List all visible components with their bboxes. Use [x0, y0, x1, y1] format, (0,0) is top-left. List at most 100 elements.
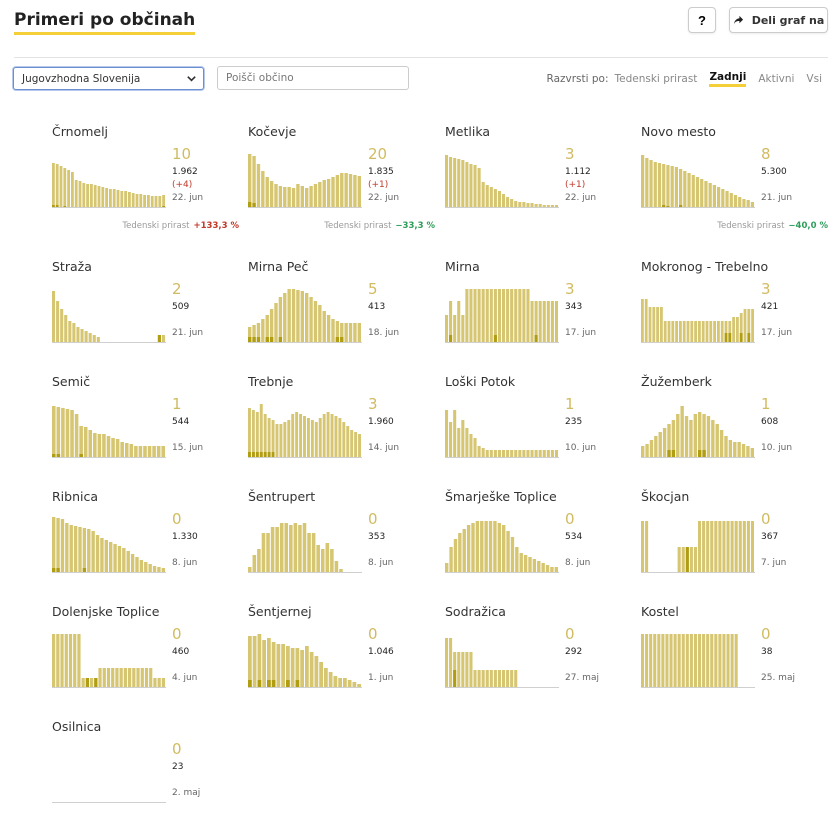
bar: [248, 327, 252, 343]
bar: [300, 650, 304, 688]
municipality-name: Metlika: [445, 124, 491, 139]
sort-option-vsi[interactable]: Vsi: [806, 73, 822, 85]
total-count: 343: [565, 302, 583, 312]
municipality-card[interactable]: Škocjan 0 367 7. jun: [641, 489, 821, 604]
bar: [502, 194, 506, 208]
municipality-name: Straža: [52, 259, 92, 274]
bar: [691, 175, 695, 208]
bar: [469, 434, 473, 458]
bar: [347, 680, 352, 688]
total-count: 5.300: [761, 167, 787, 177]
bar: [706, 416, 711, 458]
bar: [55, 164, 59, 208]
municipality-card[interactable]: Šentjernej 0 1.046 1. jun: [248, 604, 428, 719]
bar: [87, 529, 91, 573]
municipality-card[interactable]: Mirna Peč 5 413 18. jun: [248, 259, 428, 374]
bar: [477, 289, 481, 343]
bar: [733, 442, 737, 458]
help-button[interactable]: ?: [688, 7, 716, 33]
bar: [131, 193, 135, 208]
total-count: 460: [172, 647, 190, 657]
weekly-trend-value: −40,0 %: [788, 221, 828, 231]
bar: [528, 557, 532, 573]
municipality-card[interactable]: Šentrupert 0 353 8. jun: [248, 489, 428, 604]
bar: [545, 565, 550, 573]
municipality-card[interactable]: Kostel 0 38 25. maj: [641, 604, 821, 719]
bar: [265, 315, 269, 343]
bar: [554, 450, 558, 458]
municipality-card[interactable]: Trebnje 3 1.960 14. jun: [248, 374, 428, 489]
share-button[interactable]: Deli graf na: [729, 7, 828, 33]
bar: [704, 181, 708, 208]
bar: [506, 670, 510, 688]
municipality-card[interactable]: Straža 2 509 21. jun: [52, 259, 232, 374]
municipality-card[interactable]: Novo mesto 8 5.300 21. jun Tedenski prirast −…: [641, 124, 828, 239]
bar: [641, 446, 645, 458]
municipality-card[interactable]: Mirna 3 343 17. jun: [445, 259, 625, 374]
search-input[interactable]: [217, 66, 409, 90]
municipality-card[interactable]: Sodražica 0 292 27. maj: [445, 604, 625, 719]
bar: [728, 440, 733, 458]
bar: [693, 547, 697, 573]
bar: [461, 160, 465, 208]
bar: [532, 559, 537, 573]
bar: [493, 289, 497, 343]
municipality-card[interactable]: Dolenjske Toplice 0 460 4. jun: [52, 604, 232, 719]
bar: [161, 335, 165, 343]
sort-option-tedenski-prirast[interactable]: Tedenski prirast: [614, 73, 698, 85]
bar: [641, 521, 645, 573]
bar: [147, 195, 150, 208]
municipality-card[interactable]: Metlika 3 1.112 (+1) 22. jun: [445, 124, 625, 239]
bar: [689, 547, 693, 573]
municipality-card[interactable]: Osilnica 0 23 2. maj: [52, 719, 232, 834]
active-bar: [248, 202, 252, 208]
bar: [737, 442, 741, 458]
bar: [534, 450, 538, 458]
bar: [56, 634, 60, 688]
municipality-card[interactable]: Semič 1 544 15. jun: [52, 374, 232, 489]
bar: [104, 540, 108, 573]
sort-option-aktivni[interactable]: Aktivni: [758, 73, 795, 85]
municipality-name: Novo mesto: [641, 124, 716, 139]
active-bar: [251, 452, 255, 458]
bar: [550, 567, 554, 573]
latest-count: 20: [368, 145, 388, 163]
bar: [262, 640, 266, 688]
bar: [677, 547, 681, 573]
municipality-card[interactable]: Žužemberk 1 608 10. jun: [641, 374, 821, 489]
bar: [457, 159, 461, 208]
active-bar: [52, 568, 56, 573]
bar: [530, 301, 534, 343]
bar: [465, 289, 469, 343]
bar: [461, 315, 465, 343]
bar: [510, 289, 514, 343]
bar: [328, 672, 333, 688]
bar: [74, 414, 79, 458]
bar: [453, 315, 457, 343]
bar: [709, 321, 713, 343]
bar: [493, 670, 497, 688]
municipality-name: Trebnje: [248, 374, 294, 389]
bar: [518, 202, 522, 208]
sort-option-zadnji[interactable]: Zadnji: [709, 71, 747, 87]
bar: [78, 527, 82, 573]
bar: [734, 521, 738, 573]
last-date: 4. jun: [172, 673, 198, 683]
bar: [648, 307, 652, 343]
municipality-card[interactable]: Loški Potok 1 235 10. jun: [445, 374, 625, 489]
bar: [683, 171, 687, 208]
municipality-card[interactable]: Ribnica 0 1.330 8. jun: [52, 489, 232, 604]
active-bar: [256, 337, 261, 343]
latest-count: 3: [761, 280, 771, 298]
municipality-card[interactable]: Črnomelj 10 1.962 (+4) 22. jun Tedenski prira…: [52, 124, 239, 239]
bar: [550, 205, 554, 208]
region-select[interactable]: Jugovzhodna Slovenija: [13, 67, 204, 90]
bar: [746, 200, 750, 208]
latest-count: 10: [172, 145, 192, 163]
municipality-card[interactable]: Mokronog - Trebelno 3 421 17. jun: [641, 259, 821, 374]
municipality-card[interactable]: Šmarješke Toplice 0 534 8. jun: [445, 489, 625, 604]
municipality-card[interactable]: Kočevje 20 1.835 (+1) 22. jun Tedenski priras…: [248, 124, 435, 239]
bar: [473, 165, 477, 208]
bar: [330, 414, 334, 458]
active-bar: [269, 337, 274, 343]
